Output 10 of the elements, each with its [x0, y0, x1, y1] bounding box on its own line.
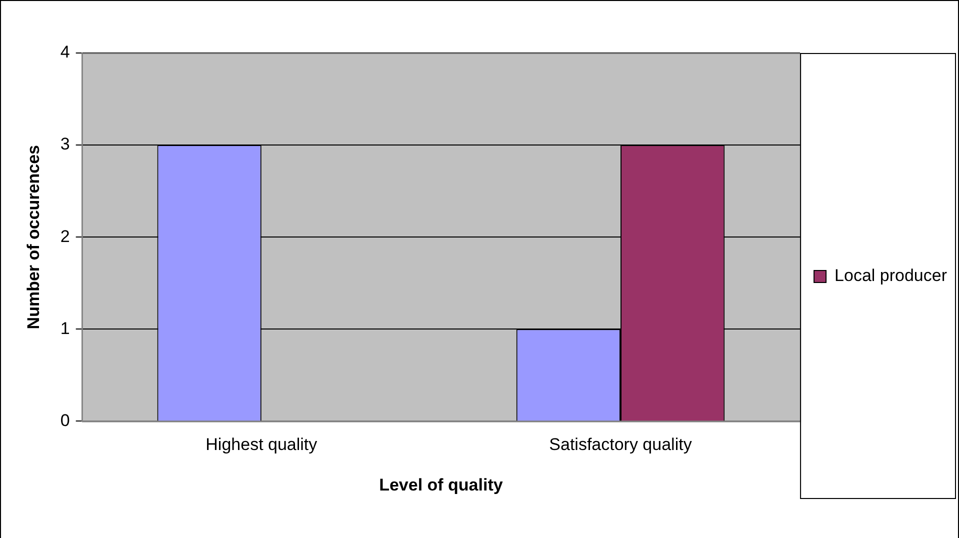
x-tick-label: Satisfactory quality	[549, 435, 692, 454]
x-axis-title: Level of quality	[379, 475, 504, 494]
y-tick-label: 0	[60, 410, 70, 430]
y-axis-title: Number of occurences	[24, 144, 43, 330]
y-tick-label: 4	[60, 42, 70, 62]
y-tick-label: 2	[60, 226, 70, 246]
y-tick-label: 1	[60, 318, 70, 338]
x-tick-label: Highest quality	[206, 435, 318, 454]
y-tick-label: 3	[60, 134, 70, 154]
legend-label: Local producer	[834, 266, 948, 286]
